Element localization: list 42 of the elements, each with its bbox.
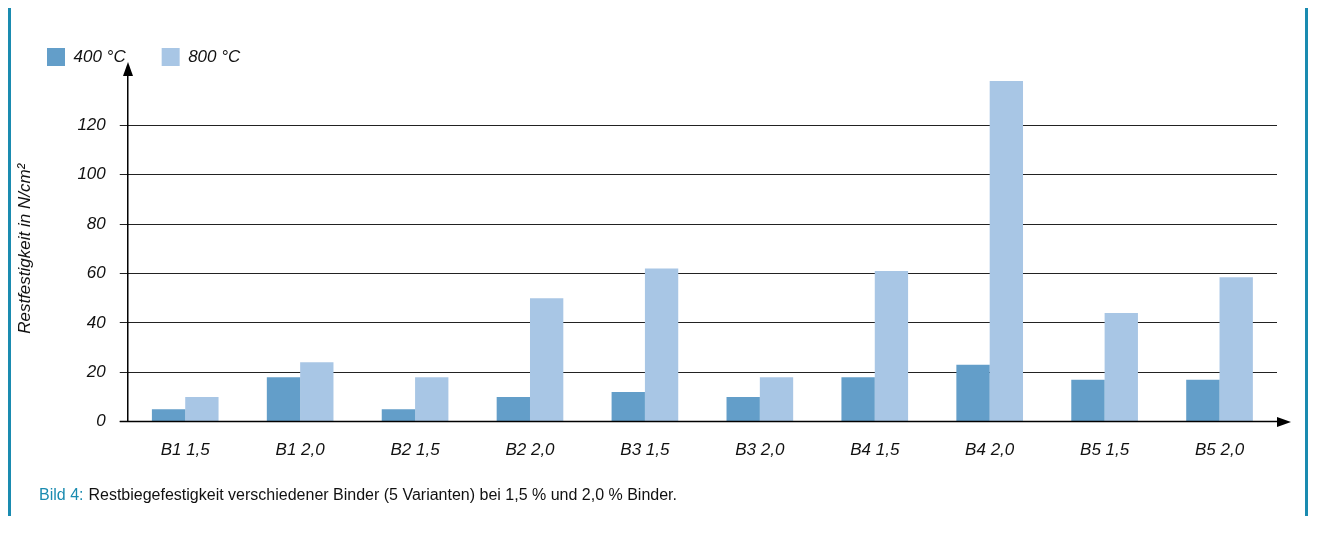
x-tick-label: B3 1,5 [620, 439, 671, 459]
bar [989, 80, 1024, 422]
y-tick-label: 0 [96, 411, 107, 431]
text: Bild 4: [39, 486, 84, 503]
x-tick-label: B3 2,0 [735, 439, 785, 459]
bar [415, 377, 449, 422]
x-tick-label: B4 2,0 [965, 439, 1015, 459]
y-tick-label: 60 [86, 263, 107, 283]
y-tick-label: 80 [86, 213, 107, 233]
bar [759, 377, 794, 422]
bar [381, 409, 416, 422]
x-tick-label: B5 2,0 [1194, 439, 1245, 459]
bar [841, 377, 875, 422]
x-tick-label: B1 2,0 [275, 439, 326, 459]
y-axis-title: Restfestigkeit in N/cm² [14, 162, 34, 334]
bar [151, 409, 186, 422]
x-tick-label: B2 1,5 [390, 439, 441, 459]
bar [726, 396, 760, 422]
y-tick-label: 100 [77, 164, 107, 184]
x-tick-label: B4 1,5 [850, 439, 900, 459]
bar [874, 271, 909, 422]
bar [611, 391, 645, 422]
bar [530, 298, 564, 422]
y-tick-label: 40 [86, 312, 107, 332]
bar [956, 364, 990, 422]
text: Restbiegefestigkeit verschiedener Binder (5 Varianten) bei 1,5 % und 2,0 % Binder. [88, 486, 677, 503]
bar [1186, 379, 1220, 422]
bar [1071, 379, 1105, 422]
bar [300, 362, 334, 422]
bar [266, 377, 301, 422]
bar [496, 396, 530, 422]
legend-label: 800 °C [188, 46, 242, 66]
bar [1219, 277, 1253, 422]
x-tick-label: B2 2,0 [505, 439, 556, 459]
bar [1104, 312, 1138, 422]
x-tick-label: B1 1,5 [160, 439, 211, 459]
legend-label: 400 °C [73, 46, 127, 66]
bar [644, 268, 679, 422]
y-tick-label: 20 [85, 361, 107, 381]
y-tick-label: 120 [77, 115, 107, 135]
x-tick-label: B5 1,5 [1080, 439, 1130, 459]
bar [185, 396, 219, 422]
